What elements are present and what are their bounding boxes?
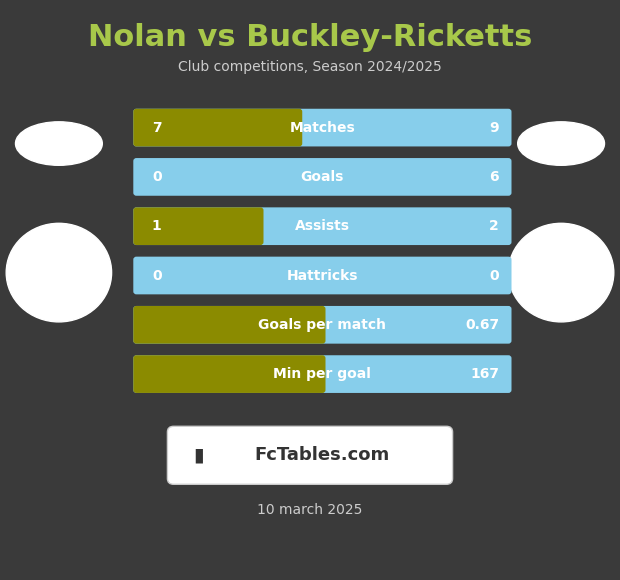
Text: Hattricks: Hattricks [286, 269, 358, 282]
FancyBboxPatch shape [133, 256, 512, 295]
Text: 10 march 2025: 10 march 2025 [257, 503, 363, 517]
Circle shape [508, 223, 614, 322]
FancyBboxPatch shape [133, 109, 512, 146]
FancyBboxPatch shape [133, 207, 264, 245]
Text: Nolan vs Buckley-Ricketts: Nolan vs Buckley-Ricketts [88, 23, 532, 52]
Text: 9: 9 [489, 121, 499, 135]
Text: 0: 0 [152, 269, 162, 282]
Text: 0.67: 0.67 [465, 318, 499, 332]
Text: Matches: Matches [290, 121, 355, 135]
FancyBboxPatch shape [133, 306, 326, 343]
Text: Assists: Assists [295, 219, 350, 233]
FancyBboxPatch shape [133, 355, 326, 393]
Text: Min per goal: Min per goal [273, 367, 371, 381]
Ellipse shape [518, 122, 604, 165]
Circle shape [6, 223, 112, 322]
FancyBboxPatch shape [167, 426, 453, 484]
Ellipse shape [16, 122, 102, 165]
Text: 167: 167 [470, 367, 499, 381]
Text: Goals: Goals [301, 170, 344, 184]
Text: Goals per match: Goals per match [259, 318, 386, 332]
FancyBboxPatch shape [133, 158, 512, 195]
FancyBboxPatch shape [133, 306, 512, 343]
Text: ▮: ▮ [193, 446, 204, 465]
Text: FcTables.com: FcTables.com [255, 446, 390, 465]
FancyBboxPatch shape [133, 355, 512, 393]
Text: Club competitions, Season 2024/2025: Club competitions, Season 2024/2025 [178, 60, 442, 74]
Text: 0: 0 [152, 170, 162, 184]
FancyBboxPatch shape [133, 207, 512, 245]
Text: 6: 6 [489, 170, 499, 184]
Text: 0: 0 [489, 269, 499, 282]
Text: 2: 2 [489, 219, 499, 233]
FancyBboxPatch shape [133, 109, 303, 146]
Text: 7: 7 [152, 121, 162, 135]
Text: 1: 1 [152, 219, 162, 233]
